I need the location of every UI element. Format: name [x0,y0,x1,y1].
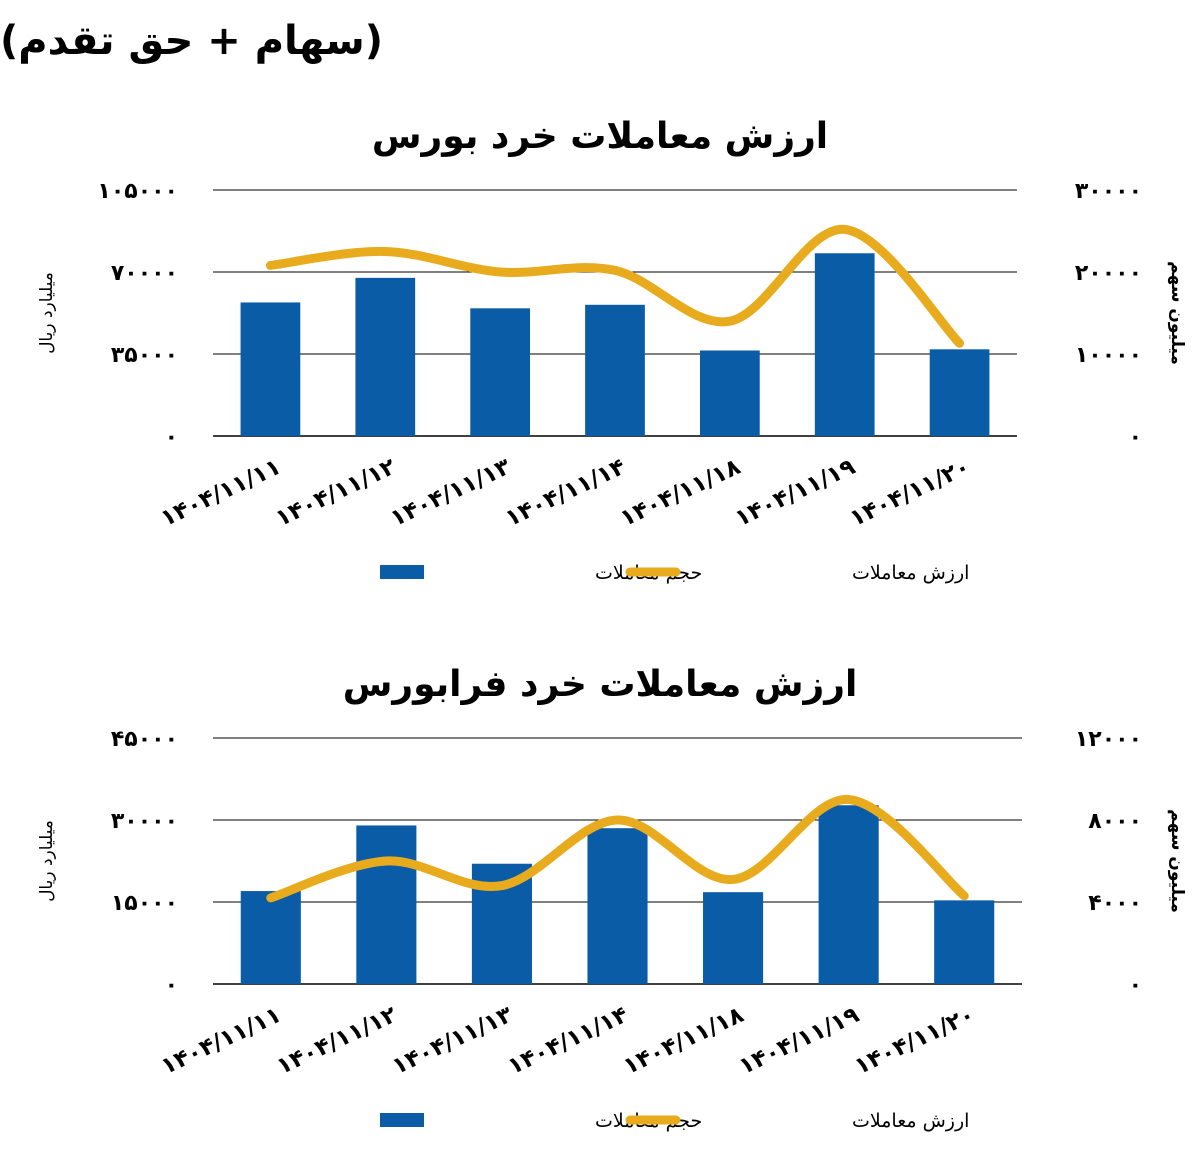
bar-1404-11-20 [929,349,990,436]
left-axis-title: میلیارد ریال [37,820,57,902]
chart-title: ارزش معاملات خرد بورس [372,116,828,157]
bar-1404-11-14 [585,304,645,436]
category-label: ۱۴۰۴/۱۱/۲۰ [846,454,974,532]
right-tick-label: ۰ [1129,425,1142,450]
bar-1404-11-19 [818,805,879,984]
category-label: ۱۴۰۴/۱۱/۱۹ [731,454,859,532]
bar-1404-11-20 [934,900,995,984]
chart-bourse: ارزش معاملات خرد بورس ۰ ۰ ۳۵۰۰۰ ۱۰۰۰۰ ۷۰۰۰۰ ۲۰… [0,100,1200,610]
right-tick-label: ۸۰۰۰ [1088,809,1142,834]
category-label: ۱۴۰۴/۱۱/۱۸ [620,1002,748,1080]
category-label: ۱۴۰۴/۱۱/۱۳ [388,1002,516,1080]
chart-svg-farabourse: ارزش معاملات خرد فرابورس ۰ ۰ ۱۵۰۰۰ ۴۰۰۰ ۳۰۰۰۰… [37,664,1187,1132]
category-label: ۱۴۰۴/۱۱/۱۴ [504,1002,632,1080]
left-tick-label: ۳۰۰۰۰ [111,809,178,834]
left-tick-label: ۴۵۰۰۰ [111,727,178,752]
category-label: ۱۴۰۴/۱۱/۱۲ [273,1002,401,1080]
bar-1404-11-11 [240,891,301,984]
category-label: ۱۴۰۴/۱۱/۱۱ [157,454,285,532]
bar-1404-11-19 [814,253,875,436]
right-tick-label: ۱۰۰۰۰ [1075,343,1142,368]
category-label: ۱۴۰۴/۱۱/۱۴ [502,454,630,532]
left-tick-label: ۷۰۰۰۰ [111,261,178,286]
bar-1404-11-14 [587,828,648,984]
legend-label-value: ارزش معاملات [852,1110,969,1132]
page-title: (سهام + حق تقدم) [0,18,384,64]
category-label: ۱۴۰۴/۱۱/۱۹ [735,1002,863,1080]
category-label: ۱۴۰۴/۱۱/۱۲ [272,454,400,532]
bar-1404-11-12 [355,277,416,436]
right-tick-label: ۰ [1129,973,1142,998]
chart-farabourse: ارزش معاملات خرد فرابورس ۰ ۰ ۱۵۰۰۰ ۴۰۰۰ ۳۰۰۰۰… [0,650,1200,1160]
category-label: ۱۴۰۴/۱۱/۲۰ [851,1002,979,1080]
bar-1404-11-12 [356,825,417,984]
bar-1404-11-13 [470,308,531,436]
bar-1404-11-18 [699,350,760,436]
left-tick-label: ۱۵۰۰۰ [111,891,178,916]
series-line-value [266,795,969,903]
series-line-value [265,224,965,348]
category-label: ۱۴۰۴/۱۱/۱۱ [157,1002,285,1080]
right-axis-title: میلیون سهم [1167,261,1187,365]
bar-1404-11-11 [240,302,301,436]
category-label: ۱۴۰۴/۱۱/۱۸ [616,454,744,532]
legend-swatch-volume [380,565,424,579]
right-tick-label: ۴۰۰۰ [1088,891,1142,916]
chart-svg-bourse: ارزش معاملات خرد بورس ۰ ۰ ۳۵۰۰۰ ۱۰۰۰۰ ۷۰۰۰۰ ۲۰… [37,116,1187,584]
right-axis-title: میلیون سهم [1167,809,1187,913]
legend-label-value: ارزش معاملات [852,562,969,584]
right-tick-label: ۲۰۰۰۰ [1075,261,1142,286]
right-tick-label: ۱۲۰۰۰ [1075,727,1142,752]
left-axis-title: میلیارد ریال [37,272,57,354]
bar-1404-11-18 [703,892,764,984]
right-tick-label: ۳۰۰۰۰ [1075,179,1142,204]
left-tick-label: ۳۵۰۰۰ [111,343,178,368]
left-tick-label: ۰ [165,425,178,450]
legend-swatch-volume [380,1113,424,1127]
category-label: ۱۴۰۴/۱۱/۱۳ [387,454,515,532]
left-tick-label: ۱۰۵۰۰۰ [97,179,178,204]
left-tick-label: ۰ [165,973,178,998]
chart-title: ارزش معاملات خرد فرابورس [343,664,858,705]
